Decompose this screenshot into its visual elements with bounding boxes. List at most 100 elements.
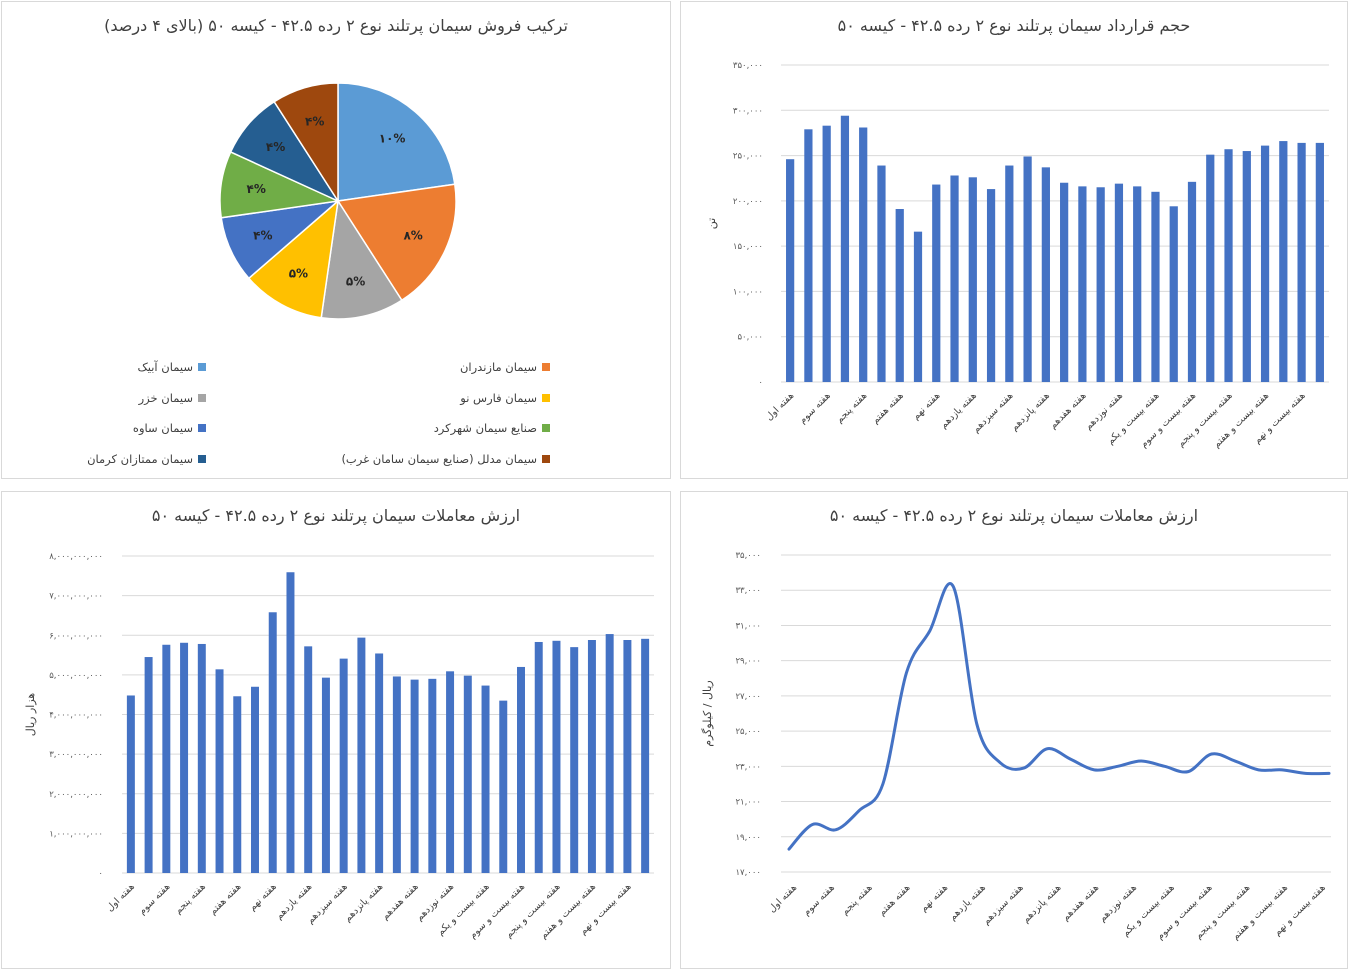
x-category-label: هفته پنجم — [839, 882, 874, 917]
bar — [410, 679, 419, 873]
x-category-label: هفته اول — [767, 882, 799, 914]
bar — [321, 677, 330, 873]
legend-label: سیمان ساوه — [132, 421, 193, 435]
legend-item: سیمان مازندران — [460, 360, 550, 374]
x-category-label: هفته نهم — [247, 881, 279, 913]
bar — [1151, 191, 1160, 382]
bar — [1114, 183, 1124, 382]
legend-label: سیمان خزر — [138, 390, 193, 405]
x-category-label: هفته پنجم — [173, 881, 208, 916]
bar — [251, 686, 259, 873]
legend-swatch — [542, 393, 550, 402]
bar — [428, 678, 437, 873]
y-tick-label: ۸,۰۰۰,۰۰۰,۰۰۰ — [49, 552, 103, 562]
y-tick-label: ۶,۰۰۰,۰۰۰,۰۰۰ — [49, 631, 103, 641]
value-bar-chart: ۰ ۱,۰۰۰,۰۰۰,۰۰۰ ۲,۰۰۰,۰۰۰,۰۰۰ ۳,۰۰۰,۰۰۰,۰۰۰… — [24, 552, 654, 941]
bar — [446, 671, 455, 873]
bar — [304, 646, 313, 873]
bar — [913, 231, 923, 382]
bar — [1187, 181, 1197, 382]
legend-swatch — [542, 363, 550, 371]
pie-legend: سیمان آبیک سیمان مازندران سیمان خزر سیمان ف… — [2, 354, 672, 474]
pie-chart: ۱۰% ۸% ۵% ۵% ۴% ۴% ۴% ۴% — [219, 82, 457, 320]
y-tick-label: ۷,۰۰۰,۰۰۰,۰۰۰ — [49, 592, 103, 602]
x-category-label: هفته هفدهم — [1060, 882, 1101, 923]
bar — [859, 127, 868, 382]
legend-label: سیمان آبیک — [137, 360, 193, 374]
bar — [286, 572, 295, 873]
pie-slice-label: ۵% — [346, 275, 365, 289]
y-tick-label: ۲۵۰,۰۰۰ — [733, 152, 763, 162]
y-tick-label: ۴,۰۰۰,۰۰۰,۰۰۰ — [49, 711, 103, 721]
pie-slice-label: ۴% — [266, 140, 285, 154]
y-tick-label: ۳۵۰,۰۰۰ — [733, 61, 763, 71]
y-tick-label: ۰ — [98, 869, 103, 879]
y-tick-label: ۲۰۰,۰۰۰ — [733, 197, 763, 207]
pie-slice-label: ۴% — [305, 115, 324, 129]
bar — [986, 189, 996, 382]
y-axis-label: ریال / کیلوگرم — [701, 680, 714, 746]
legend-label: سیمان فارس نو — [460, 390, 537, 405]
x-category-label: هفته سوم — [801, 882, 837, 918]
bar — [895, 209, 904, 382]
bar — [197, 643, 206, 873]
legend-item: سیمان ساوه — [133, 421, 206, 435]
price-chart-panel: ارزش معاملات سیمان پرتلند نوع ۲ رده ۴۲.۵… — [680, 491, 1348, 969]
bar — [1133, 186, 1142, 382]
y-axis-label: تن — [705, 218, 718, 229]
y-tick-label: ۱,۰۰۰,۰۰۰,۰۰۰ — [49, 829, 103, 839]
legend-swatch — [198, 393, 206, 402]
bar — [932, 184, 941, 382]
legend-item: سیمان ممتازان کرمان — [87, 452, 206, 466]
y-tick-label: ۳۰۰,۰۰۰ — [733, 106, 763, 116]
legend-swatch — [542, 454, 550, 463]
bar — [392, 676, 401, 873]
pie-slice-label: ۵% — [289, 266, 308, 280]
bar — [233, 696, 242, 873]
bar — [1206, 154, 1215, 382]
bar — [126, 695, 135, 873]
legend-swatch — [198, 424, 206, 432]
y-tick-label: ۲۹,۰۰۰ — [735, 657, 761, 667]
y-tick-label: ۲,۰۰۰,۰۰۰,۰۰۰ — [49, 790, 103, 800]
x-category-label: هفته یازدهم — [947, 882, 988, 923]
bar — [804, 129, 813, 382]
price-line-chart: ۱۷,۰۰۰ ۱۹,۰۰۰ ۲۱,۰۰۰ ۲۳,۰۰۰ ۲۵,۰۰۰ ۲۷,۰۰۰ ۲۹,۰… — [701, 551, 1331, 942]
y-axis-label: هزار ریال — [24, 693, 37, 737]
x-category-label: هفته نهم — [918, 882, 950, 914]
legend-item: سیمان خزر — [139, 391, 206, 405]
pie-slice — [273, 82, 339, 204]
pie-chart-title: ترکیب فروش سیمان پرتلند نوع ۲ رده ۴۲.۵ -… — [104, 16, 568, 35]
volume-chart-title: حجم قرارداد سیمان پرتلند نوع ۲ رده ۴۲.۵ … — [837, 16, 1191, 35]
x-category-label: هفته سوم — [797, 390, 833, 426]
bar — [1242, 151, 1251, 382]
bar — [570, 647, 579, 873]
legend-label: سیمان ممتازان کرمان — [87, 451, 193, 466]
y-tick-label: ۱۷,۰۰۰ — [735, 868, 761, 878]
legend-swatch — [542, 424, 550, 432]
bar — [877, 165, 886, 382]
y-tick-label: ۲۵,۰۰۰ — [735, 727, 761, 737]
x-category-label: هفته پانزدهم — [1020, 882, 1063, 925]
bar — [1260, 145, 1270, 382]
legend-swatch — [198, 454, 206, 463]
legend-swatch — [198, 363, 206, 371]
x-category-label: هفته سوم — [137, 881, 173, 917]
x-category-label: هفته هفتم — [207, 881, 243, 917]
bar — [1023, 156, 1032, 382]
bar — [499, 700, 508, 873]
volume-chart-panel: حجم قرارداد سیمان پرتلند نوع ۲ رده ۴۲.۵ … — [680, 1, 1348, 479]
bar — [605, 634, 614, 873]
bar — [587, 640, 596, 873]
x-category-label: هفته نهم — [910, 390, 942, 422]
legend-label: سیمان مدلل (صنایع سیمان سامان غرب) — [341, 451, 537, 466]
y-tick-label: ۱۹,۰۰۰ — [735, 833, 761, 843]
bar — [623, 640, 632, 873]
pie-slice-label: ۸% — [403, 228, 422, 242]
legend-item: سیمان فارس نو — [460, 391, 550, 405]
bar — [552, 640, 561, 873]
legend-item: سیمان مدلل (صنایع سیمان سامان غرب) — [341, 452, 550, 466]
y-tick-label: ۱۵۰,۰۰۰ — [733, 242, 763, 252]
bar — [1096, 187, 1105, 382]
y-tick-label: ۳۳,۰۰۰ — [735, 586, 761, 596]
